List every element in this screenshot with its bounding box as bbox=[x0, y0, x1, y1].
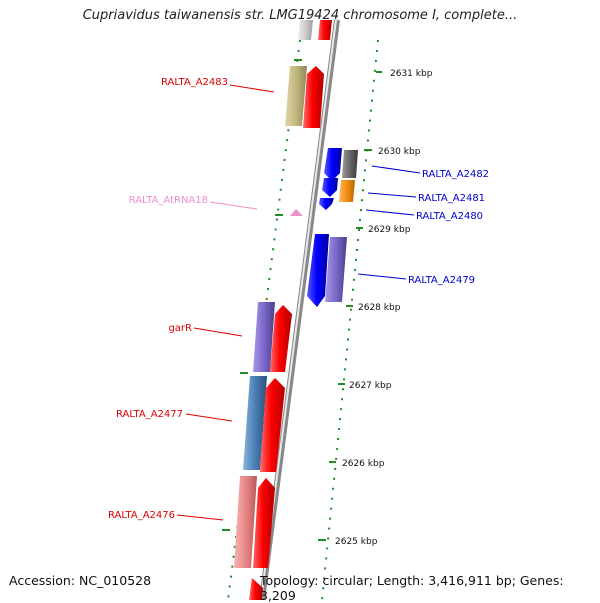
scale-label: 2630 kbp bbox=[378, 147, 421, 157]
leader-line bbox=[367, 192, 417, 198]
leader-line bbox=[229, 84, 275, 93]
cds-arrow-ralta-a2477[interactable] bbox=[260, 378, 285, 472]
gene-label-ralta-atrna18[interactable]: RALTA_AtRNA18 bbox=[129, 195, 208, 206]
gene-feature-ralta-a2479[interactable] bbox=[325, 237, 347, 302]
partial-gene-cds-bottom[interactable] bbox=[249, 578, 263, 600]
cds-arrow-garr[interactable] bbox=[270, 305, 292, 372]
cds-arrow-ralta-a2476[interactable] bbox=[253, 478, 275, 568]
gene-label-ralta-a2477[interactable]: RALTA_A2477 bbox=[116, 409, 183, 420]
cds-arrow-ralta-a2480[interactable] bbox=[319, 198, 334, 210]
partial-gene-cds[interactable] bbox=[318, 20, 332, 40]
cds-arrow-ralta-a2479[interactable] bbox=[307, 234, 329, 307]
scale-ticks bbox=[222, 59, 382, 541]
scale-label: 2631 kbp bbox=[390, 69, 433, 79]
cds-arrow-ralta-a2481[interactable] bbox=[322, 178, 338, 197]
gene-label-ralta-a2476[interactable]: RALTA_A2476 bbox=[108, 510, 175, 521]
gene-feature-ralta-a2482[interactable] bbox=[342, 150, 358, 178]
gene-label-ralta-a2483[interactable]: RALTA_A2483 bbox=[161, 77, 228, 88]
accession-label: Accession: NC_010528 bbox=[9, 573, 152, 588]
leader-line bbox=[193, 327, 243, 337]
scale-label: 2627 kbp bbox=[349, 381, 392, 391]
gene-label-garr[interactable]: garR bbox=[168, 323, 192, 334]
leader-line bbox=[371, 165, 421, 174]
leader-line bbox=[176, 514, 224, 521]
gene-feature-garr[interactable] bbox=[253, 302, 275, 372]
right-guide-line bbox=[321, 39, 379, 600]
leader-line bbox=[365, 209, 415, 216]
gene-feature-ralta-a2476[interactable] bbox=[234, 476, 257, 568]
partial-gene-feature[interactable] bbox=[298, 20, 313, 40]
gene-label-ralta-a2479[interactable]: RALTA_A2479 bbox=[408, 275, 475, 286]
topology-label: Topology: circular; Length: 3,416,911 bp… bbox=[260, 573, 564, 603]
gene-feature-ralta-a2481[interactable] bbox=[339, 180, 355, 202]
gene-feature-ralta-a2477[interactable] bbox=[243, 376, 267, 470]
cds-arrow-ralta-a2482[interactable] bbox=[324, 148, 342, 181]
trna-feature-ralta-atrna18[interactable] bbox=[290, 209, 303, 216]
map-title: Cupriavidus taiwanensis str. LMG19424 ch… bbox=[82, 8, 518, 23]
gene-feature-ralta-a2483[interactable] bbox=[285, 66, 307, 126]
scale-label: 2626 kbp bbox=[342, 459, 385, 469]
scale-label: 2629 kbp bbox=[368, 225, 411, 235]
leader-line bbox=[209, 201, 258, 210]
leader-line bbox=[185, 413, 233, 422]
gene-label-ralta-a2481[interactable]: RALTA_A2481 bbox=[418, 193, 485, 204]
gene-label-ralta-a2482[interactable]: RALTA_A2482 bbox=[422, 169, 489, 180]
leader-line bbox=[357, 273, 407, 280]
gene-label-ralta-a2480[interactable]: RALTA_A2480 bbox=[416, 211, 483, 222]
scale-label: 2625 kbp bbox=[335, 537, 378, 547]
scale-label: 2628 kbp bbox=[358, 303, 401, 313]
cds-arrow-ralta-a2483[interactable] bbox=[303, 66, 324, 128]
